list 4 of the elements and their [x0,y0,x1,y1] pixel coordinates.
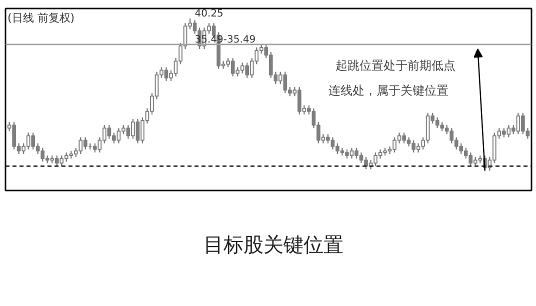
chart-subtitle: (日线 前复权) [8,12,75,24]
text: 目标股关键位置 [204,232,344,256]
annotation: 40.25 [194,8,224,20]
annotation: 起跳位置处于前期低点连线处，属于关键位置 [328,58,456,98]
